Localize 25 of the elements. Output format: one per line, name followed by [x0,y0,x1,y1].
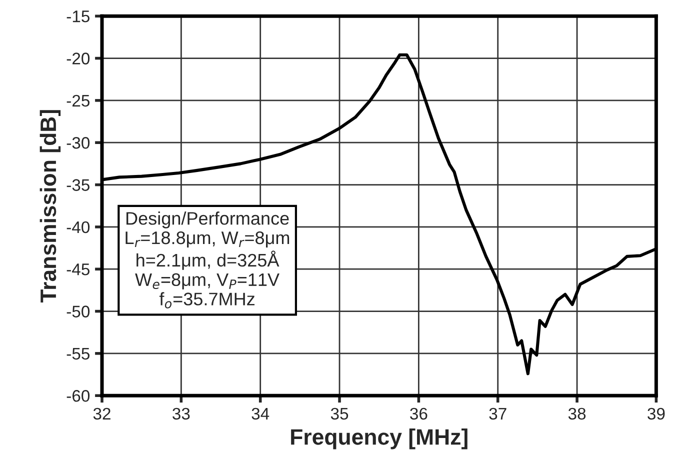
y-tick-label: -30 [66,137,90,149]
y-tick-label: -35 [66,179,90,191]
x-tick-label: 37 [489,408,506,420]
y-tick-label: -15 [66,10,90,22]
y-tick-label: -45 [66,264,90,276]
y-tick-label: -60 [66,390,90,402]
x-tick-label: 32 [93,408,110,420]
x-tick-label: 35 [330,408,348,420]
annotation: f$_{o}$=35.7MHz [159,292,254,308]
y-tick-label: -25 [66,94,90,107]
y-tick-label: -40 [66,221,90,234]
x-tick-label: 36 [410,408,428,420]
x-tick-label: 33 [172,408,190,420]
y-tick-label: -55 [66,348,90,360]
annotation: L$_{r}$=18.8μm, W$_{r}$=8μm [126,231,290,248]
x-axis-title: Frequency [MHz] [291,428,468,450]
y-tick-label: -50 [66,306,90,318]
x-tick-label: 39 [648,408,665,420]
annotation: h=2.1μm, d=325Å [136,250,280,270]
x-tick-label: 38 [568,408,586,420]
x-tick-label: 34 [252,408,270,420]
annotation: Design/Performance [126,212,289,228]
y-tick-label: -20 [66,52,90,64]
annotation: W$_{e}$=8μm, V$_{P}$=11V [135,273,280,290]
y-axis-title: Transmission [dB] [40,110,61,303]
